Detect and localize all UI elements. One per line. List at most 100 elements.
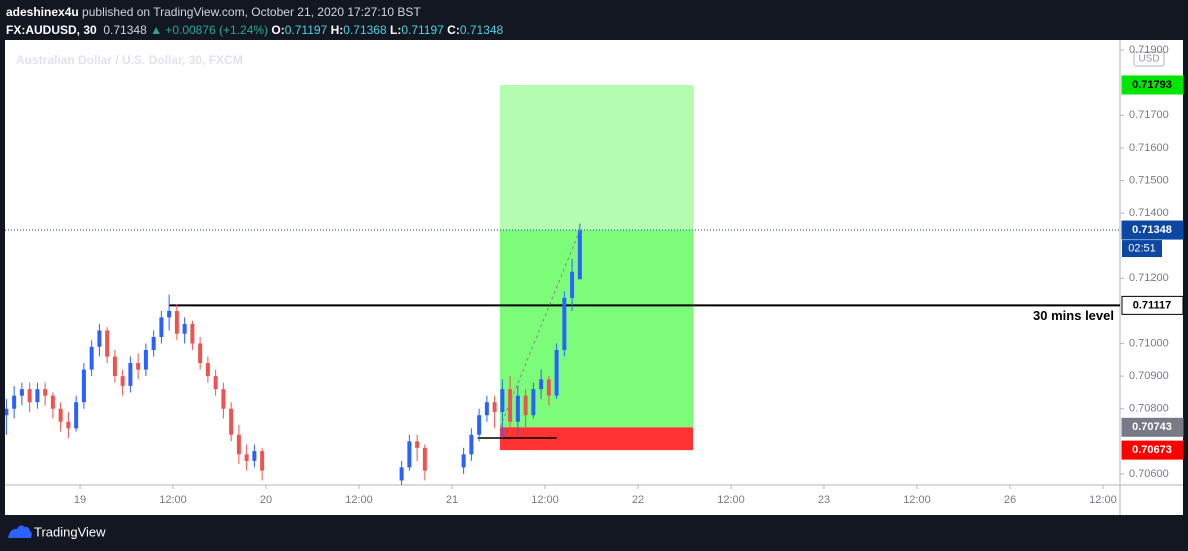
x-tick-label: 21 xyxy=(446,494,458,506)
y-tick-label: 0.71200 xyxy=(1129,272,1169,284)
price-label-bg xyxy=(1121,417,1184,437)
candle-body xyxy=(244,454,249,461)
currency-box xyxy=(1133,51,1165,67)
y-tick-label: 0.70600 xyxy=(1129,468,1169,480)
countdown: 02:51 xyxy=(1128,242,1156,254)
y-tick-label: 0.70900 xyxy=(1129,370,1169,382)
price-label: 0.71348 xyxy=(1132,224,1172,236)
y-tick-label: 0.71900 xyxy=(1129,44,1169,56)
ohlc-label: L: xyxy=(390,23,402,37)
y-tick-label: 0.71000 xyxy=(1129,337,1169,349)
x-tick-label: 22 xyxy=(632,494,644,506)
candle-body xyxy=(213,376,218,390)
y-tick-label: 0.71700 xyxy=(1129,109,1169,121)
footer-brand: TradingView xyxy=(34,524,106,539)
published: published on TradingView.com, October 21… xyxy=(82,5,421,19)
last-price: 0.71348 xyxy=(103,23,147,37)
candle-body xyxy=(422,447,427,471)
candle-body xyxy=(174,310,179,334)
candle-body xyxy=(120,376,125,386)
ohlc-value: 0.71368 xyxy=(343,23,387,37)
countdown-bg xyxy=(1122,240,1162,258)
candle-body xyxy=(5,408,9,416)
candle-body xyxy=(97,330,102,347)
candle-body xyxy=(229,408,234,435)
price-label: 0.70743 xyxy=(1132,421,1172,433)
candle-body xyxy=(461,454,466,468)
candle-body xyxy=(508,389,513,422)
candle-body xyxy=(477,415,482,435)
candle-body xyxy=(136,363,141,370)
change: ▲ +0.00876 (+1.24%) xyxy=(150,23,269,37)
candle-body xyxy=(546,379,551,396)
candle-body xyxy=(252,451,257,461)
candle-body xyxy=(523,395,528,416)
watermark: Australian Dollar / U.S. Dollar, 30, FXC… xyxy=(16,53,243,67)
candle-body xyxy=(531,389,536,416)
price-label-bg xyxy=(1121,75,1184,95)
candle-body xyxy=(66,421,71,429)
stop-zone xyxy=(500,427,694,451)
candle-body xyxy=(570,271,575,298)
candle-body xyxy=(399,467,404,481)
candle-body xyxy=(500,389,505,412)
candle-body xyxy=(198,343,203,364)
candle-body xyxy=(236,434,241,455)
price-label-bg xyxy=(1121,220,1184,240)
candle-body xyxy=(89,346,94,370)
candle-body xyxy=(112,356,117,377)
candle-body xyxy=(105,330,110,357)
ohlc-label: C: xyxy=(447,23,460,37)
candle-body xyxy=(190,323,195,344)
candle-body xyxy=(128,363,133,386)
y-tick-label: 0.71600 xyxy=(1129,142,1169,154)
x-tick-label: 12:00 xyxy=(531,494,559,506)
price-label-bg xyxy=(1121,295,1184,315)
candle-body xyxy=(74,402,79,429)
ohlc-label: H: xyxy=(330,23,344,37)
candle-body xyxy=(577,230,582,280)
candle-body xyxy=(415,441,420,448)
x-tick-label: 12:00 xyxy=(717,494,745,506)
candle-body xyxy=(205,363,210,377)
footer-logo xyxy=(8,525,32,538)
candle-body xyxy=(143,350,148,370)
candle-body xyxy=(182,323,187,334)
candle-body xyxy=(27,389,32,403)
ohlc-value: 0.71197 xyxy=(401,23,444,37)
candle-body xyxy=(469,434,474,455)
x-tick-label: 12:00 xyxy=(903,494,931,506)
price-label-bg xyxy=(1121,440,1184,460)
x-tick-label: 19 xyxy=(74,494,86,506)
symbol: FX:AUDUSD, 30 xyxy=(6,23,97,37)
y-tick-label: 0.71500 xyxy=(1129,174,1169,186)
ohlc-label: O: xyxy=(271,23,285,37)
open-profit-zone xyxy=(500,230,694,428)
candle-body xyxy=(554,350,559,396)
price-label: 0.71793 xyxy=(1132,79,1172,91)
currency: USD xyxy=(1138,54,1159,65)
candle-body xyxy=(515,395,520,422)
price-label: 0.70673 xyxy=(1132,444,1172,456)
ohlc-value: 0.71348 xyxy=(459,23,504,37)
candle-body xyxy=(151,336,156,351)
y-tick-label: 0.70800 xyxy=(1129,403,1169,415)
candle-body xyxy=(58,408,63,422)
y-tick-label: 0.71400 xyxy=(1129,207,1169,219)
candle-body xyxy=(539,379,544,390)
header: adeshinex4u published on TradingView.com… xyxy=(6,3,503,39)
level-label: 30 mins level xyxy=(1033,308,1114,323)
candle-body xyxy=(562,297,567,351)
price-label: 0.71117 xyxy=(1133,299,1172,311)
candle-body xyxy=(50,395,55,409)
x-tick-label: 12:00 xyxy=(159,494,187,506)
candle-body xyxy=(167,310,172,318)
candle-body xyxy=(221,389,226,409)
candle-body xyxy=(43,389,48,396)
x-tick-label: 23 xyxy=(818,494,830,506)
candle-body xyxy=(159,317,164,337)
x-tick-label: 26 xyxy=(1004,494,1016,506)
x-tick-label: 12:00 xyxy=(1089,494,1117,506)
